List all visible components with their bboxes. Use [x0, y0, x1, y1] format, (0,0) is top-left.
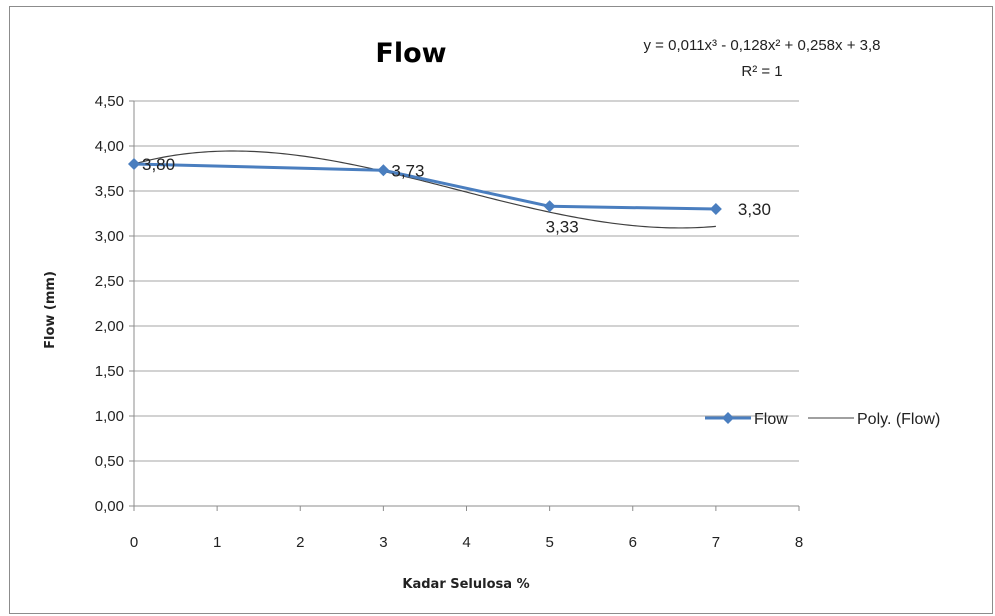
y-tick-label: 3,50: [95, 183, 124, 200]
y-tick-label: 4,00: [95, 138, 124, 155]
y-tick-label: 4,50: [95, 93, 124, 110]
chart-frame: [9, 6, 993, 614]
trendline-r-squared: R² = 1: [741, 63, 782, 80]
x-tick-label: 5: [545, 534, 553, 551]
data-point: [543, 200, 556, 213]
data-label: 3,30: [738, 200, 771, 219]
y-tick-label: 1,00: [95, 408, 124, 425]
trendline-curve: [133, 150, 716, 229]
y-tick-label: 1,50: [95, 363, 124, 380]
x-tick-label: 2: [296, 534, 304, 551]
data-point: [709, 203, 722, 215]
x-tick-label: 7: [712, 534, 720, 551]
data-label: 3,73: [391, 161, 424, 180]
chart-title: Flow: [375, 38, 446, 69]
data-point: [128, 158, 140, 170]
data-labels: 3,80 3,73 3,33 3,30: [142, 155, 771, 236]
y-tick-label: 2,00: [95, 318, 124, 335]
y-tick-labels: 0,00 0,50 1,00 1,50 2,00 2,50 3,00 3,50 4,00 4,50: [95, 93, 124, 515]
y-axis-title: Flow (mm): [43, 271, 58, 349]
data-label: 3,80: [142, 155, 175, 174]
data-point: [377, 164, 390, 177]
x-tick-label: 4: [462, 534, 470, 551]
series-flow-line: [133, 162, 716, 211]
x-tick-label: 3: [379, 534, 387, 551]
legend: Flow Poly. (Flow): [705, 411, 940, 428]
x-tick-label: 0: [130, 534, 138, 551]
legend-poly-label: Poly. (Flow): [857, 411, 940, 428]
x-tick-labels: 0 1 2 3 4 5 6 7 8: [130, 534, 803, 551]
x-tick-label: 8: [795, 534, 803, 551]
trendline: [133, 150, 716, 229]
series-flow: [128, 158, 722, 215]
x-tick-label: 6: [629, 534, 637, 551]
y-tick-label: 0,50: [95, 453, 124, 470]
axes: [129, 100, 800, 511]
legend-flow-marker: [722, 412, 734, 424]
legend-flow-label: Flow: [754, 411, 788, 428]
y-tick-label: 3,00: [95, 228, 124, 245]
trendline-equation: y = 0,011x³ - 0,128x² + 0,258x + 3,8: [644, 37, 881, 54]
data-label: 3,33: [546, 217, 579, 236]
x-axis-title: Kadar Selulosa %: [402, 577, 529, 592]
y-tick-label: 2,50: [95, 273, 124, 290]
y-tick-label: 0,00: [95, 498, 124, 515]
gridlines: [134, 100, 799, 462]
x-tick-label: 1: [213, 534, 221, 551]
